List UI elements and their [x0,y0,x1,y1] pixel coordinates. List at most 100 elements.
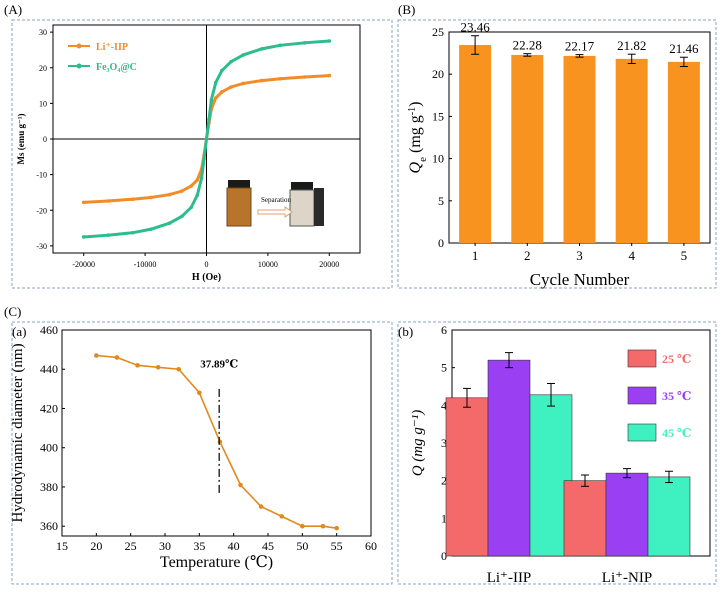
chartA-xtick-label: -10000 [134,260,157,269]
chartA-ytick-label: 10 [39,99,47,108]
chartB-value-label-4: 21.82 [617,38,646,53]
chartB-xtick-label: 3 [576,248,583,263]
chartC-point [334,525,339,531]
chartA-point [278,43,282,48]
chartB-value-label-1: 23.46 [460,20,490,35]
chartC-point [114,355,120,360]
separation-arrow-icon [257,206,293,218]
chartA-point [149,195,154,200]
chartD-legend-label-2: 45 ℃ [662,426,691,440]
chartB-bar-4 [615,58,648,243]
chartA-xtick-label: 20000 [319,260,339,269]
chartC-point [135,363,140,368]
chartB-value-label-2: 22.28 [513,38,542,53]
chartA-point [180,214,184,219]
chartA-ytick-label: -30 [36,242,47,251]
chartD-legend-swatch-0 [627,349,657,368]
chartB-xtick-label: 5 [681,248,688,263]
panel-label-C: (C) [4,304,21,319]
chartA-xtick-label: 0 [205,260,209,269]
chartA-point [195,178,200,182]
chartC-ylabel: Hydrodynamic diameter (nm) [10,343,26,522]
chartB-ytick-label: 0 [438,236,444,250]
chartA-point [213,80,218,85]
chartC-ytick-label: 460 [40,323,58,337]
chartA-xtick-label: -20000 [72,260,95,269]
chartA-legend-marker-0 [76,43,82,49]
panel-label-b: (b) [398,324,413,339]
chartB-value-label-5: 21.46 [669,41,699,56]
chartC-ytick-label: 380 [40,480,58,494]
panel-label-B: (B) [398,2,415,17]
vial-orange-icon [226,187,252,227]
chartA-ytick-label: 0 [43,135,47,144]
chartC-xtick-label: 45 [262,539,274,553]
chartA-ytick-label: -10 [36,171,47,180]
chartA-point [180,189,184,193]
chartA-point [189,205,193,210]
chartA-point [106,199,111,203]
chartC-xtick-label: 40 [228,539,240,553]
chartD-bar-1-2 [647,476,691,557]
chartC-point [197,390,202,396]
chartA-point [106,233,111,237]
chartD-ytick-label: 6 [441,323,447,337]
chartC-ytick-label: 440 [40,362,58,376]
chartD-ytick-label: 5 [441,361,447,375]
chartD-ytick-label: 0 [441,549,447,563]
chartC-annotation: 37.89℃ [200,358,238,370]
chartA-point [259,47,264,51]
chartB-xtick-label: 1 [472,248,479,263]
chartA-point [302,75,307,79]
chartB-ytick-label: 25 [432,25,444,39]
chartD-xtick-label: Li⁺-IIP [487,570,532,586]
chartA-legend-marker-1 [76,63,82,69]
panel-frame-2 [11,321,393,585]
chartA-point [131,197,135,202]
chartA-ytick-label: -20 [36,206,47,215]
chartD-bar-0-1 [487,359,531,557]
chartA-point [241,53,246,57]
chartD-xtick-label: Li⁺-NIP [602,570,652,586]
vial-clear-icon [289,189,315,227]
chartD-legend-swatch-1 [627,386,657,405]
chartB-ytick-label: 15 [432,109,444,123]
chartA-point [220,90,224,94]
chartA-point [207,117,211,122]
chartA-point [209,98,214,102]
chartB-xlabel: Cycle Number [530,270,630,289]
chartA-ytick-label: 20 [39,64,47,73]
chartC-series-line [96,354,337,529]
chartA-legend-label-0: Li⁺-IIP [96,42,128,53]
chartD-ytick-label: 1 [441,511,447,525]
chartC-point [279,514,285,519]
chartA-point [327,39,332,43]
chartD-bar-1-1 [605,472,649,557]
panel-frame-0 [11,19,393,289]
chartA-point [204,137,209,141]
chartC-xtick-label: 20 [90,539,102,553]
chartD-ytick-label: 3 [441,436,447,450]
chartC-point [217,439,223,445]
chartD-ylabel: Q (mg g⁻¹) [410,410,426,477]
chartA-point [81,235,86,239]
chartC-xtick-label: 30 [159,539,171,553]
vial-cap-icon [291,182,313,190]
chartC-xtick-label: 50 [296,539,308,553]
chartB-value-label-3: 22.17 [565,39,595,54]
chartA-legend-label-1: Fe₃O₄@C [96,62,137,73]
chartA-point [220,68,224,73]
chartC-xtick-label: 60 [365,539,377,553]
chartB-ylabel: Qe (mg g-1) [407,102,430,174]
chartA-point [195,193,200,198]
chartB-bar-1 [459,44,492,243]
chartC-xtick-label: 25 [125,539,137,553]
chartB-bar-3 [563,55,596,244]
chartB-xtick-label: 2 [524,248,531,263]
chartA-point [213,96,218,100]
chartC-xtick-label: 55 [331,539,343,553]
chartC-ytick-label: 360 [40,519,58,533]
vial-cap-icon [228,180,250,188]
magnet-icon [314,188,324,226]
